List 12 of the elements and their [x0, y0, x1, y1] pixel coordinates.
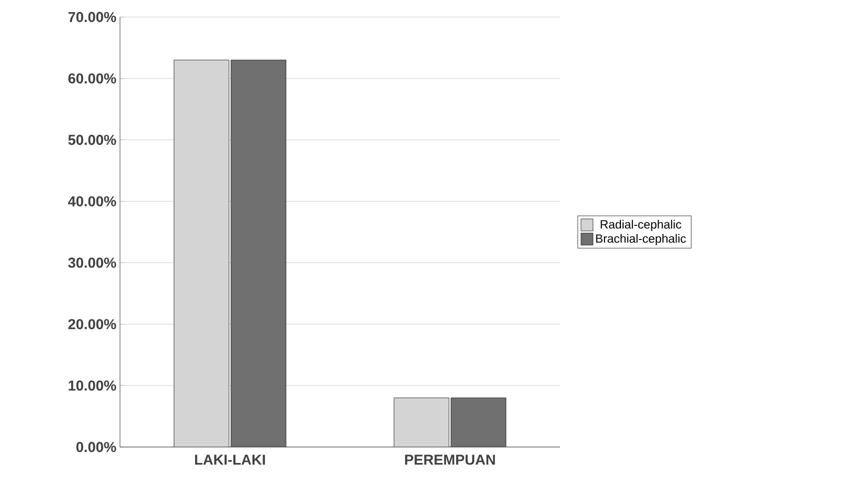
y-tick-label: 50.00% — [68, 134, 116, 145]
legend-label: Brachial-cephalic — [596, 234, 686, 246]
legend-label: Radial-cephalic — [600, 220, 682, 231]
y-tick-label: 0.00% — [76, 442, 116, 452]
y-tick-label: 10.00% — [68, 380, 116, 391]
y-tick-label: 20.00% — [68, 319, 116, 330]
y-tick-label: 60.00% — [68, 73, 116, 84]
y-tick-label: 70.00% — [68, 12, 116, 22]
x-tick-label: PEREMPUAN — [405, 454, 495, 465]
y-tick-label: 40.00% — [68, 196, 116, 206]
y-tick-label: 30.00% — [68, 258, 116, 268]
x-tick-label: LAKI-LAKI — [195, 454, 265, 465]
